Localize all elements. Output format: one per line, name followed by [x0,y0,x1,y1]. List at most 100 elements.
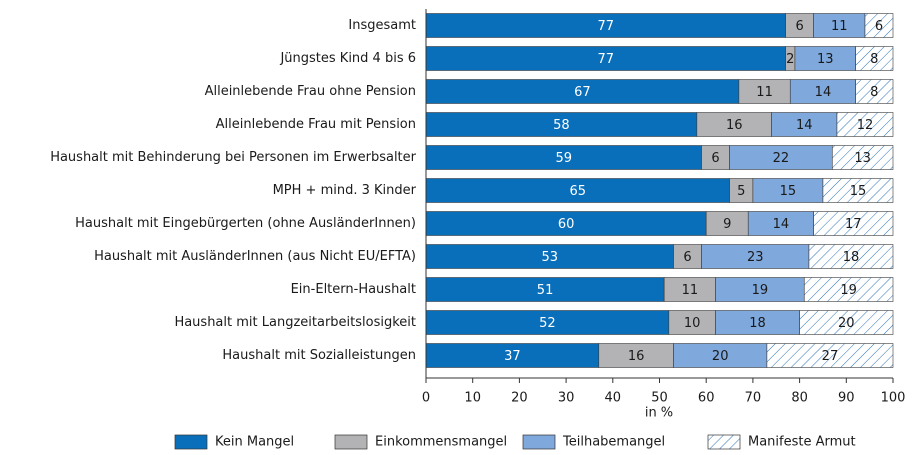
value-label: 11 [756,85,773,100]
value-label: 67 [574,85,591,100]
value-label: 15 [850,184,867,199]
bar-segment [696,112,772,137]
category-label: Haushalt mit Sozialleistungen [222,348,416,363]
value-label: 18 [749,316,766,331]
legend-label: Einkommensmangel [375,435,507,450]
value-label: 10 [684,316,701,331]
bar-segment [663,277,716,302]
value-label: 5 [737,184,745,199]
x-tick-label: 60 [698,391,715,406]
x-tick-label: 20 [511,391,528,406]
bar-segment [831,145,894,170]
category-label: Haushalt mit Behinderung bei Personen im… [50,150,416,165]
bar-segment [813,13,866,38]
legend-label: Kein Mangel [215,435,294,450]
x-tick-label: 70 [745,391,762,406]
value-label: 12 [857,118,874,133]
bar-segment [836,112,894,137]
bar-segment [738,79,791,104]
value-label: 17 [845,217,862,232]
value-label: 53 [541,250,558,265]
value-label: 13 [854,151,871,166]
value-label: 37 [504,349,521,364]
bar-segment [729,145,833,170]
value-label: 65 [570,184,587,199]
bar-segment [799,310,894,335]
x-tick-label: 30 [558,391,575,406]
bar-segment [425,244,674,269]
value-label: 6 [683,250,691,265]
bar-segment [701,244,810,269]
category-label: MPH + mind. 3 Kinder [273,183,417,198]
bar-segment [803,277,894,302]
x-tick-label: 80 [791,391,808,406]
value-label: 19 [752,283,769,298]
x-tick-label: 50 [651,391,668,406]
x-tick-label: 90 [838,391,855,406]
bar-segment [425,343,600,368]
value-label: 11 [831,19,848,34]
bar-segment [673,343,768,368]
bar-segment [598,343,674,368]
bar-segment [705,211,749,236]
value-label: 23 [747,250,764,265]
value-label: 16 [628,349,645,364]
value-label: 14 [773,217,790,232]
bar-segment [425,46,786,71]
value-label: 27 [822,349,839,364]
value-label: 6 [875,19,883,34]
bar-segment [822,178,894,203]
category-label: Haushalt mit Langzeitarbeitslosigkeit [174,315,416,330]
x-tick-label: 40 [605,391,622,406]
value-label: 6 [711,151,719,166]
category-label: Alleinlebende Frau ohne Pension [205,84,416,99]
bar-segment [425,112,698,137]
bar-segment [864,13,894,38]
value-label: 77 [598,19,615,34]
bar-segment [785,13,814,38]
category-label: Ein-Eltern-Haushalt [291,282,416,297]
value-label: 6 [795,19,803,34]
bar-segment [766,343,894,368]
value-label: 52 [539,316,556,331]
category-label: Jüngstes Kind 4 bis 6 [279,51,416,66]
value-label: 20 [838,316,855,331]
category-label: Insgesamt [348,18,416,33]
value-label: 16 [726,118,743,133]
x-axis-label: in % [645,406,673,421]
value-label: 18 [843,250,860,265]
x-tick-label: 0 [422,391,430,406]
legend-swatch [522,434,556,450]
value-label: 8 [870,52,878,67]
value-label: 77 [598,52,615,67]
value-label: 19 [840,283,857,298]
category-label: Haushalt mit Eingebürgerten (ohne Auslän… [75,216,416,231]
bar-segment [789,79,856,104]
legend-swatch [707,434,741,450]
legend-swatch [174,434,208,450]
value-label: 59 [555,151,572,166]
bar-segment [808,244,894,269]
value-label: 58 [553,118,570,133]
legend-label: Teilhabemangel [562,435,665,450]
value-label: 22 [773,151,790,166]
value-label: 8 [870,85,878,100]
value-label: 9 [723,217,731,232]
bar-segment [855,46,894,71]
value-label: 13 [817,52,834,67]
bar-segment [715,277,805,302]
category-label: Alleinlebende Frau mit Pension [216,117,416,132]
bar-segment [813,211,894,236]
value-label: 51 [537,283,554,298]
x-tick-label: 10 [464,391,481,406]
value-label: 14 [796,118,813,133]
legend-swatch [334,434,368,450]
bar-segment [715,310,800,335]
bar-segment [425,13,786,38]
value-label: 20 [712,349,729,364]
bar-segment [794,46,856,71]
value-label: 14 [815,85,832,100]
bar-segment [855,79,894,104]
bar-segment [673,244,702,269]
